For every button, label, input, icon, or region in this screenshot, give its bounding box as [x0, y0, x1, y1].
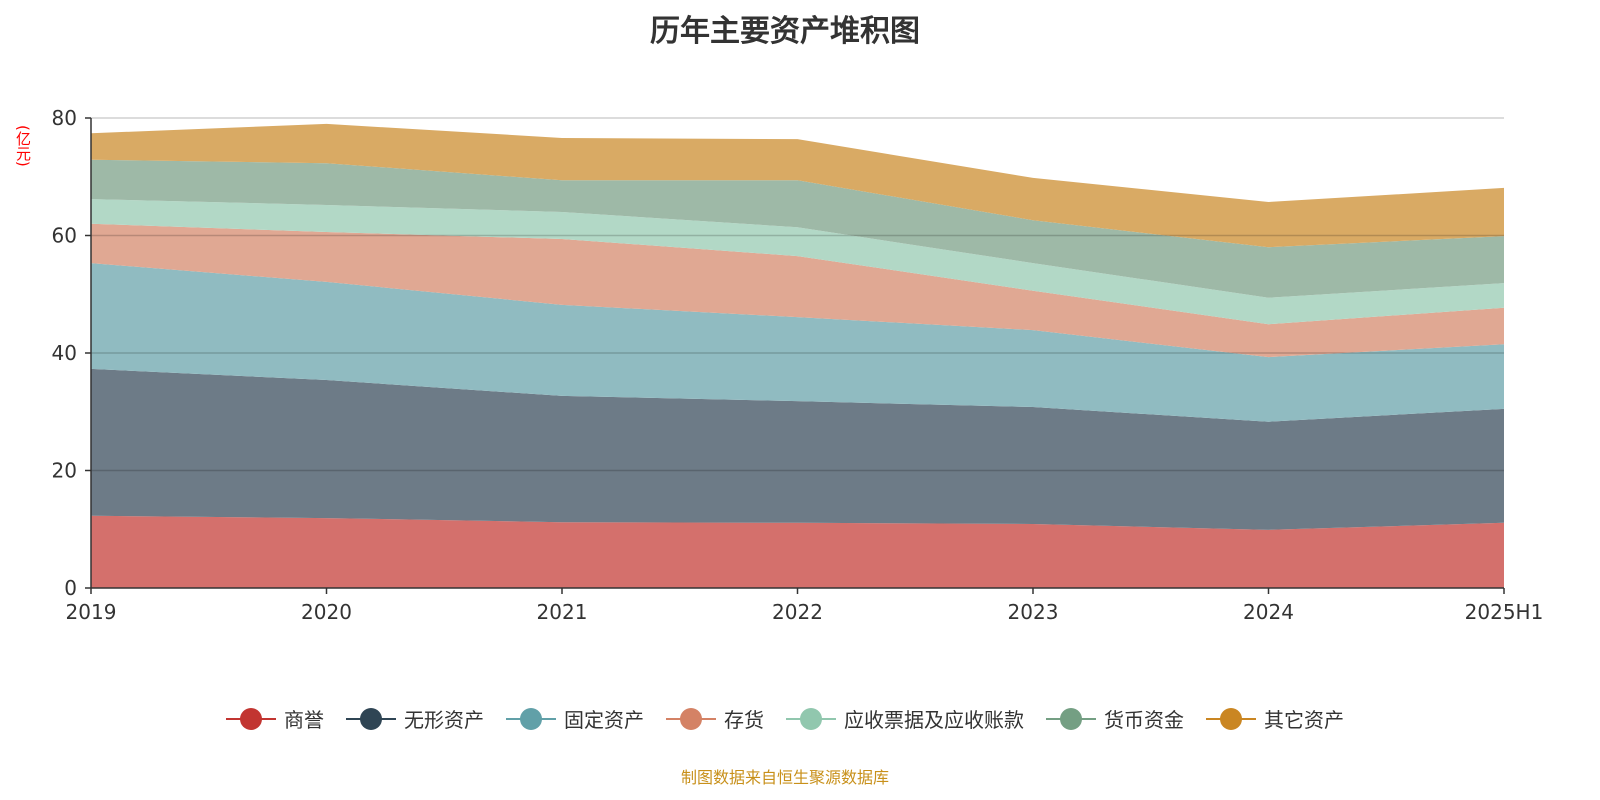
legend-marker-icon [1046, 707, 1096, 731]
area-series-3 [91, 223, 1504, 358]
x-tick-label: 2021 [537, 600, 588, 624]
area-series-1 [91, 368, 1504, 530]
x-tick-label: 2025H1 [1465, 600, 1544, 624]
x-tick-label: 2020 [301, 600, 352, 624]
legend-item[interactable]: 其它资产 [1206, 704, 1344, 733]
y-tick-label: 0 [64, 576, 77, 600]
legend-item[interactable]: 存货 [666, 704, 764, 733]
y-tick-label: 80 [52, 106, 77, 130]
x-tick-label: 2023 [1008, 600, 1059, 624]
legend-label: 其它资产 [1264, 708, 1344, 732]
legend-marker-icon [346, 707, 396, 731]
area-series-6 [91, 123, 1504, 248]
legend-label: 固定资产 [564, 708, 644, 732]
area-series-0 [91, 515, 1504, 588]
legend-label: 商誉 [284, 708, 324, 732]
legend: 商誉 无形资产 固定资产 存货 应收票据及应收账款 货币资金 其它资产 [0, 704, 1570, 733]
y-tick-label: 60 [52, 224, 77, 248]
legend-label: 货币资金 [1104, 708, 1184, 732]
legend-marker-icon [226, 707, 276, 731]
y-axis-label: (亿元) [14, 125, 32, 167]
stacked-area-chart: 0 20 40 60 80 2019 2020 2021 2022 2023 2024 2025H1 [52, 106, 1544, 624]
y-tick-label: 40 [52, 341, 77, 365]
legend-item[interactable]: 商誉 [226, 704, 324, 733]
x-tick-label: 2022 [772, 600, 823, 624]
area-series-4 [91, 199, 1504, 325]
x-tick-label: 2024 [1243, 600, 1294, 624]
area-series-5 [91, 159, 1504, 298]
legend-marker-icon [666, 707, 716, 731]
legend-item[interactable]: 应收票据及应收账款 [786, 704, 1024, 733]
legend-label: 无形资产 [404, 708, 484, 732]
legend-label: 应收票据及应收账款 [844, 708, 1024, 732]
legend-item[interactable]: 固定资产 [506, 704, 644, 733]
legend-label: 存货 [724, 708, 764, 732]
legend-item[interactable]: 无形资产 [346, 704, 484, 733]
legend-marker-icon [1206, 707, 1256, 731]
y-tick-label: 20 [52, 459, 77, 483]
legend-marker-icon [506, 707, 556, 731]
legend-marker-icon [786, 707, 836, 731]
legend-item[interactable]: 货币资金 [1046, 704, 1184, 733]
chart-title: 历年主要资产堆积图 [650, 14, 920, 49]
area-series-2 [91, 263, 1504, 422]
x-tick-label: 2019 [66, 600, 117, 624]
source-note: 制图数据来自恒生聚源数据库 [680, 768, 889, 787]
